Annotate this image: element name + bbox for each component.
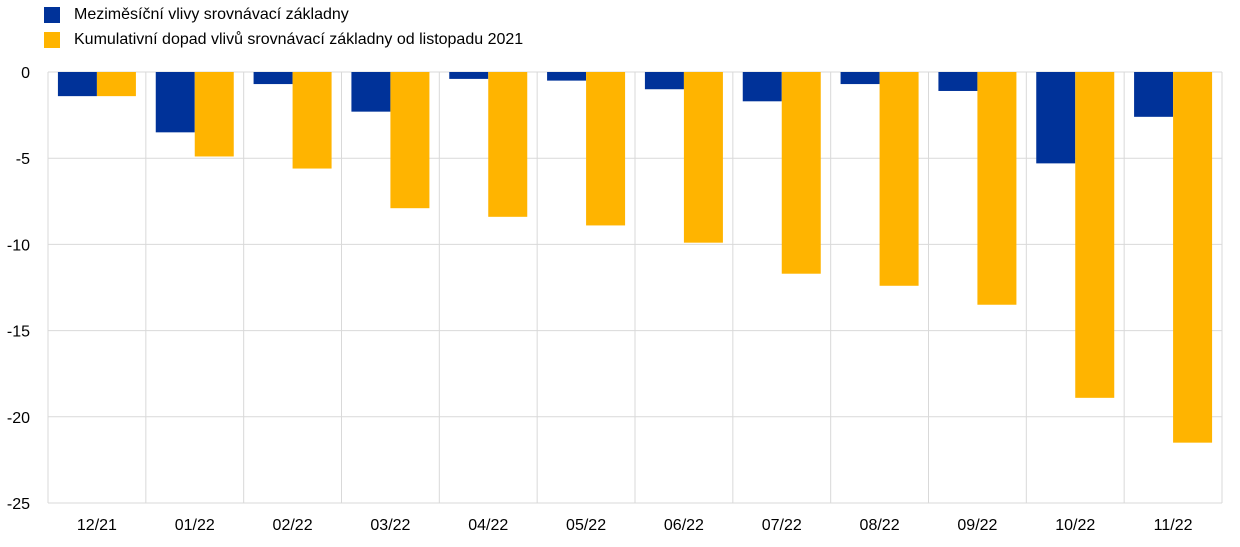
y-tick-label: -20 bbox=[7, 410, 30, 427]
bar-cumulative-01-22 bbox=[194, 72, 234, 157]
bar-monthly-01-22 bbox=[155, 72, 195, 133]
bar-monthly-04-22 bbox=[449, 72, 489, 79]
bar-monthly-12-21 bbox=[57, 72, 97, 97]
x-tick-label: 03/22 bbox=[370, 517, 410, 534]
bar-monthly-02-22 bbox=[253, 72, 293, 85]
bar-cumulative-02-22 bbox=[292, 72, 332, 169]
x-tick-label: 10/22 bbox=[1055, 517, 1095, 534]
bar-cumulative-08-22 bbox=[879, 72, 919, 286]
bar-monthly-03-22 bbox=[351, 72, 391, 112]
x-tick-label: 12/21 bbox=[77, 517, 117, 534]
bar-cumulative-10-22 bbox=[1075, 72, 1115, 398]
x-tick-label: 11/22 bbox=[1154, 517, 1193, 534]
x-tick-label: 02/22 bbox=[273, 517, 313, 534]
y-tick-label: -25 bbox=[7, 496, 30, 513]
bar-cumulative-03-22 bbox=[390, 72, 430, 209]
legend: Meziměsíční vlivy srovnávací základny Ku… bbox=[44, 2, 523, 52]
y-tick-label: 0 bbox=[21, 65, 30, 82]
legend-label-monthly: Meziměsíční vlivy srovnávací základny bbox=[74, 5, 349, 23]
legend-swatch-cumulative bbox=[44, 31, 60, 48]
x-tick-label: 01/22 bbox=[175, 517, 215, 534]
y-tick-label: -15 bbox=[7, 324, 30, 341]
y-tick-label: -10 bbox=[7, 237, 30, 254]
legend-label-cumulative: Kumulativní dopad vlivů srovnávací zákla… bbox=[74, 30, 524, 48]
bar-monthly-11-22 bbox=[1134, 72, 1174, 117]
x-tick-label: 04/22 bbox=[468, 517, 508, 534]
legend-swatch-monthly bbox=[44, 6, 60, 23]
bar-cumulative-04-22 bbox=[488, 72, 528, 217]
bar-cumulative-11-22 bbox=[1173, 72, 1213, 443]
legend-item-cumulative: Kumulativní dopad vlivů srovnávací zákla… bbox=[44, 27, 523, 52]
bar-cumulative-05-22 bbox=[586, 72, 626, 226]
x-tick-label: 09/22 bbox=[957, 517, 997, 534]
legend-item-monthly: Meziměsíční vlivy srovnávací základny bbox=[44, 2, 523, 27]
bar-monthly-05-22 bbox=[547, 72, 587, 81]
bar-monthly-08-22 bbox=[840, 72, 880, 85]
bar-monthly-10-22 bbox=[1036, 72, 1076, 164]
bar-monthly-09-22 bbox=[938, 72, 978, 91]
bar-monthly-07-22 bbox=[742, 72, 782, 102]
bar-cumulative-12-21 bbox=[96, 72, 136, 97]
x-tick-label: 05/22 bbox=[566, 517, 606, 534]
bar-monthly-06-22 bbox=[644, 72, 684, 90]
bar-cumulative-09-22 bbox=[977, 72, 1017, 305]
x-tick-label: 07/22 bbox=[762, 517, 802, 534]
bar-cumulative-06-22 bbox=[683, 72, 723, 243]
bar-cumulative-07-22 bbox=[781, 72, 821, 274]
x-tick-label: 08/22 bbox=[860, 517, 900, 534]
y-tick-label: -5 bbox=[16, 151, 30, 168]
x-tick-label: 06/22 bbox=[664, 517, 704, 534]
